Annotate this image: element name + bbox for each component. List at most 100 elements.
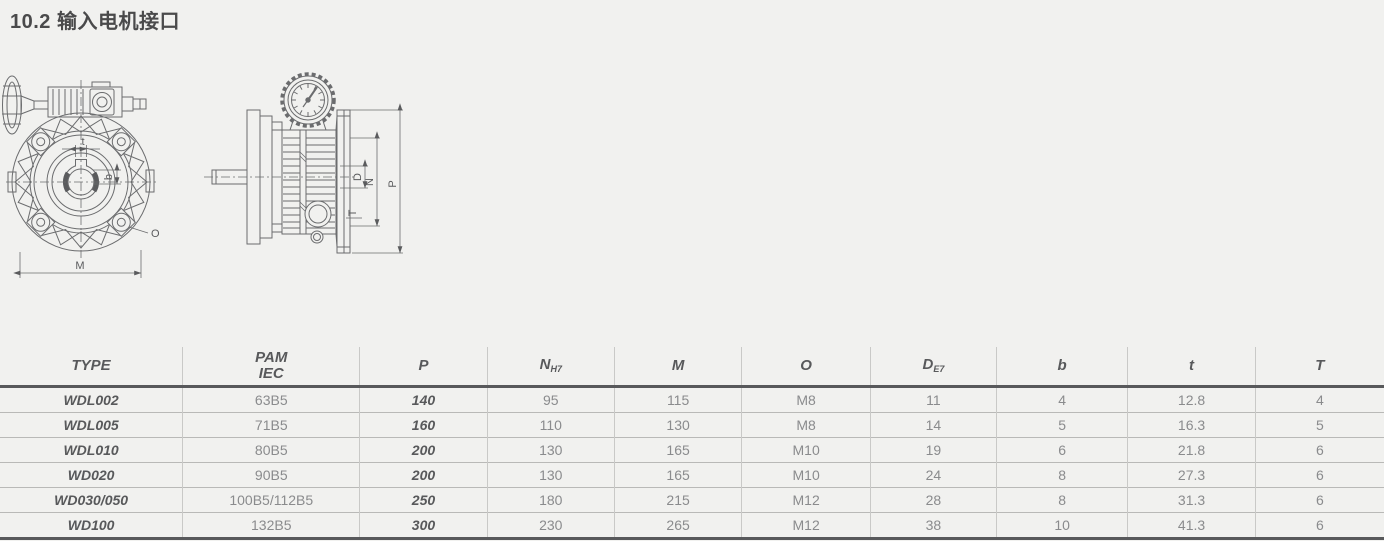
cell: 31.3 xyxy=(1127,487,1256,513)
dim-label-d: D xyxy=(352,173,364,181)
dim-label-n: N xyxy=(364,178,376,186)
cell-type: WD030/050 xyxy=(0,487,183,513)
cell: 110 xyxy=(486,412,615,438)
cell: 24 xyxy=(869,462,997,488)
col-header-p: P xyxy=(359,347,488,388)
table-row: WDL002 63B5 140 95 115 M8 11 4 12.8 4 xyxy=(0,386,1384,413)
cell: 165 xyxy=(613,462,742,488)
dim-label-t2: T xyxy=(347,209,359,216)
cell: 6 xyxy=(1254,437,1384,463)
cell-type: WDL002 xyxy=(63,392,119,408)
cell: 10 xyxy=(995,512,1128,540)
cell: 63B5 xyxy=(182,386,360,413)
cell: 5 xyxy=(1254,412,1384,438)
cell: 165 xyxy=(613,437,742,463)
cell: 5 xyxy=(995,412,1128,438)
table-row: WD030/050 100B5/112B5 250 180 215 M12 28 8 31.3 6 xyxy=(0,487,1384,513)
control-housing xyxy=(47,81,147,118)
cell: M8 xyxy=(741,386,871,413)
dim-t xyxy=(62,145,100,157)
bolt-holes xyxy=(25,126,137,238)
cell: 100B5/112B5 xyxy=(182,487,360,513)
handwheel xyxy=(2,75,49,135)
table-row: WD100 132B5 300 230 265 M12 38 10 41.3 6 xyxy=(0,512,1384,540)
dim-label-m: M xyxy=(75,260,84,272)
cell: 130 xyxy=(486,437,615,463)
cell: 27.3 xyxy=(1127,462,1256,488)
dim-label-p: P xyxy=(387,180,399,187)
cell: 250 xyxy=(359,487,488,513)
cell: 90B5 xyxy=(182,462,360,488)
cell: 130 xyxy=(613,412,742,438)
cell: M8 xyxy=(741,412,871,438)
cell: 6 xyxy=(995,437,1128,463)
table-header-row: TYPE PAM IEC P NH7 M O DE7 b t T xyxy=(0,347,1384,388)
col-header-b: b xyxy=(995,347,1128,388)
cell: 180 xyxy=(486,487,615,513)
cell: 6 xyxy=(1254,487,1384,513)
cell: 8 xyxy=(995,487,1128,513)
spec-table: TYPE PAM IEC P NH7 M O DE7 b t T WDL002 63B5 140 95 11… xyxy=(0,347,1384,540)
cell: 28 xyxy=(869,487,997,513)
dim-d xyxy=(340,159,368,189)
col-header-d: DE7 xyxy=(869,347,997,388)
cell: M12 xyxy=(741,512,871,540)
cell-type: WD020 xyxy=(0,462,183,488)
page-title: 10.2 输入电机接口 xyxy=(10,11,180,33)
cell: 16.3 xyxy=(1127,412,1256,438)
cell: 6 xyxy=(1254,512,1384,540)
dim-label-b: b xyxy=(103,174,115,180)
cell: 4 xyxy=(995,386,1128,413)
cell: 265 xyxy=(613,512,742,540)
col-header-type: TYPE xyxy=(0,347,183,388)
table-row: WDL010 80B5 200 130 165 M10 19 6 21.8 6 xyxy=(0,437,1384,463)
cell: 115 xyxy=(613,386,742,413)
cell: 21.8 xyxy=(1127,437,1256,463)
cell: 8 xyxy=(995,462,1128,488)
table-row: WDL005 71B5 160 110 130 M8 14 5 16.3 5 xyxy=(0,412,1384,438)
speed-dial xyxy=(280,72,336,131)
col-header-pam: PAM IEC xyxy=(182,347,360,388)
dim-label-t: t xyxy=(81,136,84,148)
dim-b xyxy=(93,163,121,185)
cell: 12.8 xyxy=(1127,386,1256,413)
cell-type: WDL005 xyxy=(0,412,183,438)
variator-drawing: t b O M xyxy=(2,72,403,278)
cell: 4 xyxy=(1254,386,1384,413)
side-view-drawing: D N P T xyxy=(204,72,403,254)
cell-type: WD100 xyxy=(0,512,183,540)
cell: M12 xyxy=(741,487,871,513)
cell: 41.3 xyxy=(1127,512,1256,540)
dim-o-leader xyxy=(128,226,149,234)
col-header-n: NH7 xyxy=(486,347,615,388)
cell: 230 xyxy=(486,512,615,540)
cell: 132B5 xyxy=(182,512,360,540)
cell: 140 xyxy=(359,386,488,413)
technical-drawings: t b O M xyxy=(0,56,440,296)
dim-n xyxy=(350,131,380,227)
cell: 71B5 xyxy=(182,412,360,438)
cell: 200 xyxy=(359,437,488,463)
cell: 300 xyxy=(359,512,488,540)
cell: 11 xyxy=(869,386,997,413)
dim-p xyxy=(350,103,403,254)
cell: 160 xyxy=(359,412,488,438)
dim-label-o: O xyxy=(151,228,160,240)
cell: 95 xyxy=(486,386,615,413)
cell: 6 xyxy=(1254,462,1384,488)
table-row: WD020 90B5 200 130 165 M10 24 8 27.3 6 xyxy=(0,462,1384,488)
front-view-drawing: t b O M xyxy=(2,75,160,278)
cell-type: WDL010 xyxy=(0,437,183,463)
cell: 80B5 xyxy=(182,437,360,463)
cell: 215 xyxy=(613,487,742,513)
cell: M10 xyxy=(741,462,871,488)
col-header-t: T xyxy=(1254,347,1384,388)
dim-m xyxy=(13,250,142,278)
cell: 14 xyxy=(869,412,997,438)
col-header-m: M xyxy=(613,347,742,388)
col-header-o: O xyxy=(741,347,871,388)
cell: 19 xyxy=(869,437,997,463)
cell: 200 xyxy=(359,462,488,488)
motor-flange-face xyxy=(335,109,351,254)
